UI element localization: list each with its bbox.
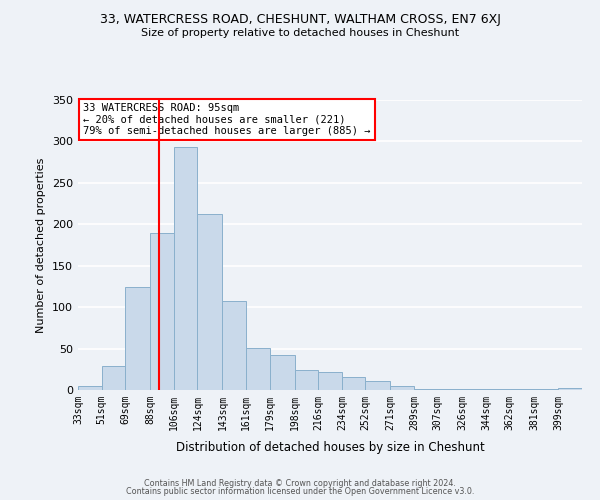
Text: Contains HM Land Registry data © Crown copyright and database right 2024.: Contains HM Land Registry data © Crown c… (144, 478, 456, 488)
Bar (223, 300, 246, 390)
Bar (101, 366, 125, 390)
Y-axis label: Number of detached properties: Number of detached properties (37, 158, 46, 332)
Bar (318, 372, 342, 390)
Bar (559, 388, 582, 390)
Bar (246, 348, 269, 390)
Bar (125, 288, 150, 390)
Bar (295, 370, 318, 390)
Bar (342, 376, 365, 390)
Bar (174, 147, 197, 390)
Bar (414, 389, 437, 390)
Bar (486, 389, 510, 390)
Bar (269, 355, 295, 390)
Bar (391, 386, 414, 390)
Text: Contains public sector information licensed under the Open Government Licence v3: Contains public sector information licen… (126, 487, 474, 496)
Text: 33 WATERCRESS ROAD: 95sqm
← 20% of detached houses are smaller (221)
79% of semi: 33 WATERCRESS ROAD: 95sqm ← 20% of detac… (83, 103, 371, 136)
Bar (365, 381, 391, 390)
Bar (197, 214, 223, 390)
Bar (78, 386, 101, 390)
Bar (510, 389, 535, 390)
Bar (437, 389, 463, 390)
Text: 33, WATERCRESS ROAD, CHESHUNT, WALTHAM CROSS, EN7 6XJ: 33, WATERCRESS ROAD, CHESHUNT, WALTHAM C… (100, 12, 500, 26)
Text: Size of property relative to detached houses in Cheshunt: Size of property relative to detached ho… (141, 28, 459, 38)
Bar (150, 232, 174, 390)
X-axis label: Distribution of detached houses by size in Cheshunt: Distribution of detached houses by size … (176, 441, 484, 454)
Bar (535, 389, 559, 390)
Bar (463, 389, 486, 390)
